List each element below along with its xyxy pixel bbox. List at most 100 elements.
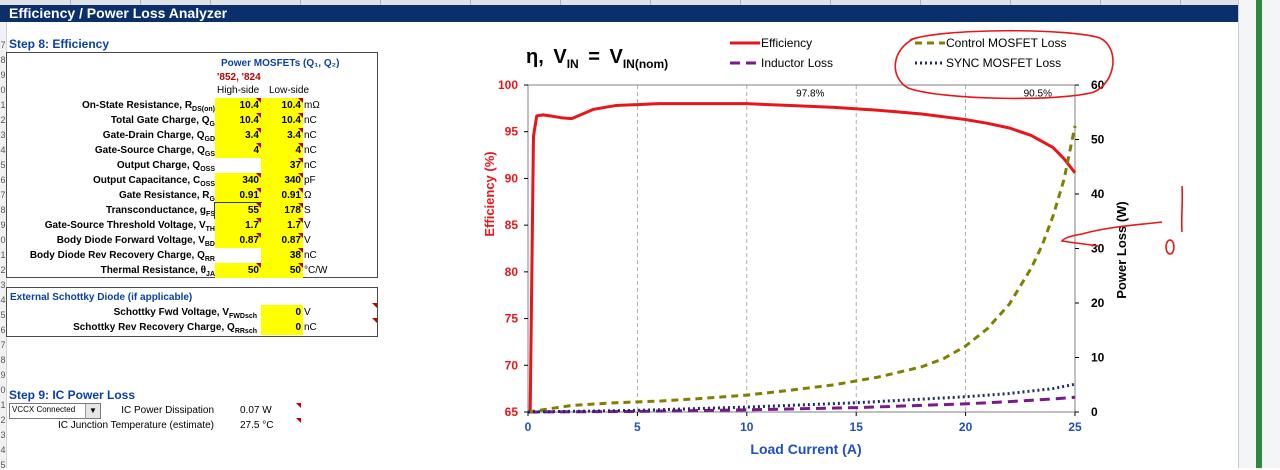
row-number: 1 (0, 250, 6, 260)
high-side-input[interactable]: 10.4 (215, 98, 261, 113)
column-header-cell (650, 0, 651, 6)
low-side-input[interactable]: 3.4 (261, 128, 303, 143)
low-side-input[interactable]: 0.91 (261, 188, 303, 203)
row-number: 2 (0, 415, 6, 425)
row-number: 9 (0, 370, 6, 380)
efficiency-chart: η, VIN = VIN(nom) 0 5 10 15 20 25 65 70 75 80 85 90… (482, 29, 1184, 457)
unit-label: nC (304, 130, 317, 141)
high-side-input[interactable]: 55 (214, 202, 262, 219)
low-side-input[interactable]: 340 (261, 173, 303, 188)
row-number: 8 (0, 205, 6, 215)
comment-marker (256, 218, 261, 223)
comment-marker (256, 188, 261, 193)
x-tick-label: 20 (959, 420, 973, 434)
y-tick-label: 90 (505, 171, 519, 185)
x-tick-label: 25 (1068, 420, 1082, 434)
comment-marker (298, 143, 303, 148)
comment-marker (298, 128, 303, 133)
y-tick-label: 75 (505, 312, 519, 326)
row-number: 3 (0, 130, 6, 140)
column-header-cell (380, 0, 381, 6)
schottky-label: Schottky Fwd Voltage, VFWDsch (113, 307, 257, 320)
row-number: 9 (0, 220, 6, 230)
comment-marker (296, 403, 301, 408)
unit-label: nC (304, 322, 317, 333)
low-side-input[interactable]: 0.87 (261, 233, 303, 248)
high-side-input[interactable]: 4 (215, 143, 261, 158)
high-side-input[interactable]: 0.87 (215, 233, 261, 248)
high-side-input[interactable] (215, 158, 261, 173)
comment-marker (256, 173, 261, 178)
x-tick-label: 0 (525, 420, 532, 434)
comment-marker (296, 418, 301, 423)
schottky-title: External Schottky Diode (if applicable) (10, 292, 193, 303)
low-side-input[interactable]: 37 (261, 158, 303, 173)
unit-label: V (304, 235, 311, 246)
row-number: 7 (0, 340, 6, 350)
param-label: Total Gate Charge, QG (110, 115, 215, 128)
low-side-input[interactable]: 50 (261, 263, 303, 278)
y2-tick-label: 10 (1091, 351, 1105, 365)
high-side-input[interactable]: 3.4 (215, 128, 261, 143)
plot-area (527, 84, 1076, 413)
comment-marker (256, 233, 261, 238)
schottky-rows: Schottky Fwd Voltage, VFWDsch 0 V Schottky … (7, 303, 377, 335)
column-header-cell (830, 0, 831, 6)
row-number: 3 (0, 430, 6, 440)
unit-label: nC (304, 160, 317, 171)
high-side-input[interactable]: 50 (215, 263, 261, 278)
comment-marker (298, 188, 303, 193)
high-side-input[interactable]: 0.91 (215, 188, 261, 203)
comment-marker (256, 98, 261, 103)
row-number: 5 (0, 460, 6, 470)
comment-marker (256, 263, 261, 268)
handwritten-arrow (1060, 221, 1163, 247)
step9-title: Step 9: IC Power Loss (9, 388, 136, 402)
comment-marker (256, 128, 261, 133)
column-header-cell (70, 0, 71, 6)
row-number: 0 (0, 385, 6, 395)
comment-marker (298, 203, 303, 208)
ic-temp-value: 27.5 °C (240, 420, 274, 431)
vccx-dropdown[interactable]: VCCX Connected ▼ (9, 403, 101, 419)
chevron-down-icon[interactable]: ▼ (85, 404, 100, 418)
schottky-input[interactable]: 0 (261, 305, 303, 320)
column-header-cell (1010, 0, 1011, 6)
high-side-input[interactable]: 10.4 (215, 113, 261, 128)
mosfet-parts: '852, '824 (217, 72, 261, 83)
y-tick-label: 100 (498, 78, 518, 92)
unit-label: mΩ (304, 100, 320, 111)
high-side-input[interactable]: 1.7 (215, 218, 261, 233)
y2-axis-label: Power Loss (W) (1114, 201, 1129, 299)
row-number: 7 (0, 40, 6, 50)
high-side-input[interactable] (215, 248, 261, 263)
y2-tick-label: 40 (1091, 187, 1105, 201)
low-side-input[interactable]: 178 (261, 203, 303, 218)
row-number: 6 (0, 325, 6, 335)
series-line-efficiency (528, 102, 1077, 413)
legend-label: Efficiency (761, 36, 812, 50)
comment-marker (256, 143, 261, 148)
handwritten-mark (1165, 239, 1175, 255)
column-header-cell (140, 0, 141, 6)
low-side-input[interactable]: 38 (261, 248, 303, 263)
low-side-input[interactable]: 4 (261, 143, 303, 158)
unit-label: pF (304, 175, 316, 186)
schottky-input[interactable]: 0 (261, 320, 303, 335)
chart-title: η, VIN = VIN(nom) (526, 46, 668, 73)
comment-marker (372, 318, 377, 323)
low-side-input[interactable]: 1.7 (261, 218, 303, 233)
row-number: 1 (0, 400, 6, 410)
x-axis-label: Load Current (A) (750, 441, 861, 457)
comment-marker (298, 248, 303, 253)
param-label: Output Charge, QOSS (116, 160, 215, 173)
row-number: 4 (0, 145, 6, 155)
handwritten-circle (894, 29, 1114, 100)
row-number: 0 (0, 85, 6, 95)
high-side-input[interactable]: 340 (215, 173, 261, 188)
unit-label: Ω (304, 190, 312, 201)
low-side-input[interactable]: 10.4 (261, 113, 303, 128)
row-number: 4 (0, 295, 6, 305)
legend-label: Inductor Loss (761, 56, 833, 70)
low-side-input[interactable]: 10.4 (261, 98, 303, 113)
